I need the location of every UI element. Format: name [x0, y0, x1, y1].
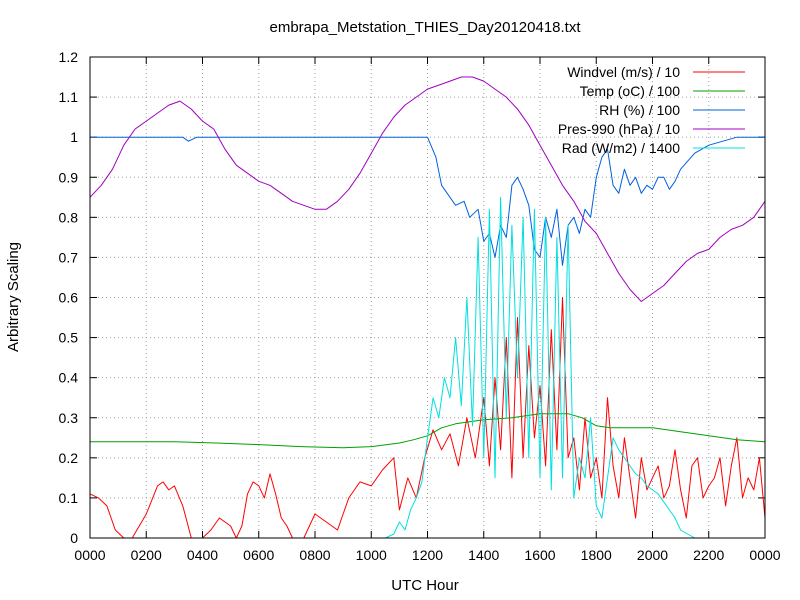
y-tick-label: 1	[70, 129, 78, 145]
y-tick-label: 0.1	[59, 490, 79, 506]
series-lines	[89, 76, 766, 539]
y-tick-label: 1.2	[59, 49, 79, 65]
y-tick-label: 0.9	[59, 169, 79, 185]
series-line-3	[90, 136, 765, 266]
y-tick-label: 0.4	[59, 370, 79, 386]
x-tick-label: 0000	[74, 547, 105, 563]
legend: Windvel (m/s) / 10 Temp (oC) / 100 RH (%) …	[558, 64, 745, 156]
y-tick-label: 0.2	[59, 450, 79, 466]
y-tick-label: 0.5	[59, 330, 79, 346]
y-tick-label: 1.1	[59, 89, 79, 105]
chart-title: embrapa_Metstation_THIES_Day20120418.txt	[269, 19, 581, 36]
y-tick-label: 0.8	[59, 209, 79, 225]
x-tick-label: 0200	[131, 547, 162, 563]
y-tick-label: 0	[70, 530, 78, 546]
legend-label: Temp (oC) / 100	[580, 83, 681, 99]
y-tick-label: 0.6	[59, 290, 79, 306]
x-axis-label: UTC Hour	[391, 577, 459, 594]
x-tick-label: 0400	[187, 547, 218, 563]
x-tick-label: 0000	[749, 547, 780, 563]
x-tick-label: 1200	[412, 547, 443, 563]
legend-label: Rad (W/m2) / 1400	[562, 140, 680, 156]
series-line-2	[90, 413, 766, 449]
series-line-1	[89, 297, 766, 539]
series-line-4	[89, 76, 766, 302]
x-tick-label: 2000	[637, 547, 668, 563]
legend-label: RH (%) / 100	[599, 102, 680, 118]
series-line-5	[90, 196, 765, 539]
y-tick-label: 0.3	[59, 410, 79, 426]
y-axis-label: Arbitrary Scaling	[5, 242, 22, 352]
x-tick-label: 0600	[243, 547, 274, 563]
legend-label: Pres-990 (hPa) / 10	[558, 121, 680, 137]
x-tick-label: 2200	[693, 547, 724, 563]
x-tick-label: 1600	[524, 547, 555, 563]
x-tick-label: 0800	[299, 547, 330, 563]
y-tick-label: 0.7	[59, 249, 79, 265]
x-tick-label: 1400	[468, 547, 499, 563]
axis-ticks: 0 0.1 0.2 0.3 0.4 0.5 0.6 0.7 0.8 0.9 1 1.1 1.2 0000 0…	[59, 49, 781, 563]
legend-label: Windvel (m/s) / 10	[567, 64, 680, 80]
plot-frame	[89, 56, 766, 539]
x-tick-label: 1000	[356, 547, 387, 563]
x-tick-label: 1800	[581, 547, 612, 563]
